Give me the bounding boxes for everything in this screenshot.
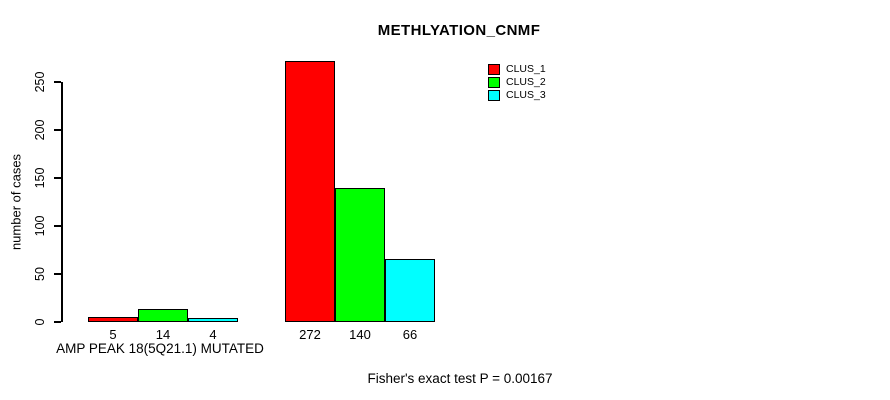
y-tick-label: 50 <box>33 267 47 281</box>
y-tick-label: 200 <box>33 119 47 141</box>
bar-clus_3-group2 <box>385 258 435 322</box>
bar-value-label: 4 <box>209 327 217 342</box>
bar-value-label: 5 <box>109 327 117 342</box>
legend-item-clus_1: CLUS_1 <box>488 63 546 76</box>
legend-label: CLUS_1 <box>506 63 546 75</box>
bar-clus_2-group2 <box>335 187 385 322</box>
legend-label: CLUS_3 <box>506 89 546 101</box>
y-tick-label: 150 <box>33 167 47 189</box>
legend-item-clus_2: CLUS_2 <box>488 76 546 89</box>
legend-label: CLUS_2 <box>506 76 546 88</box>
bar-value-label: 140 <box>349 327 371 342</box>
x-group-label: AMP PEAK 18(5Q21.1) MUTATED <box>56 341 264 356</box>
y-tick <box>54 177 61 179</box>
bar-clus_1-group2 <box>285 60 335 322</box>
y-tick <box>54 321 61 323</box>
y-tick-label: 0 <box>33 318 47 326</box>
legend-swatch-icon <box>488 77 500 88</box>
y-tick <box>54 273 61 275</box>
legend-swatch-icon <box>488 64 500 75</box>
bar-clus_3-group1 <box>188 318 238 322</box>
legend-item-clus_3: CLUS_3 <box>488 89 546 102</box>
chart-title: METHLYATION_CNMF <box>377 22 541 39</box>
y-axis-label: number of cases <box>8 153 24 251</box>
y-tick-label: 250 <box>33 71 47 93</box>
bar-value-label: 14 <box>155 327 171 342</box>
y-tick <box>54 225 61 227</box>
legend: CLUS_1 CLUS_2 CLUS_3 <box>488 63 546 102</box>
y-tick <box>54 81 61 83</box>
bar-clus_1-group1 <box>88 317 138 322</box>
legend-swatch-icon <box>488 90 500 101</box>
bar-value-label: 272 <box>299 327 321 342</box>
y-tick <box>54 129 61 131</box>
y-tick-label: 100 <box>33 215 47 237</box>
y-axis-line <box>61 82 63 322</box>
bar-clus_2-group1 <box>138 308 188 322</box>
bar-value-label: 66 <box>402 327 418 342</box>
caption: Fisher's exact test P = 0.00167 <box>367 371 553 386</box>
